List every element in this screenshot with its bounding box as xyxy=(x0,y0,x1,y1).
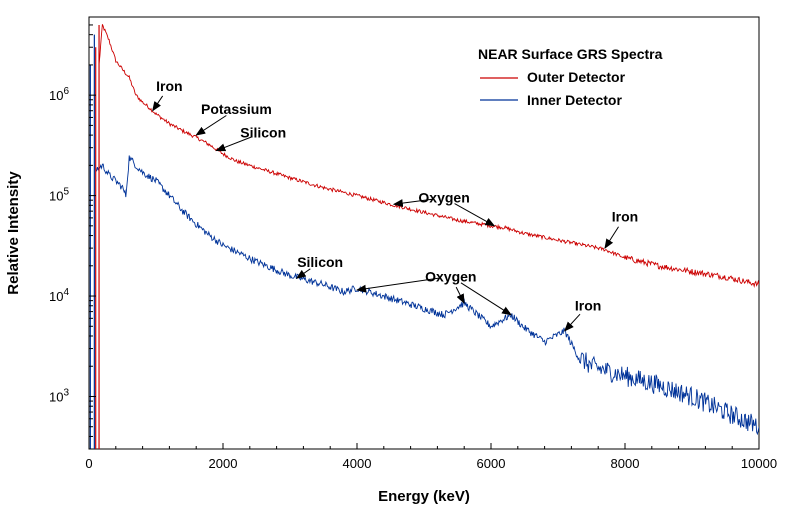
annotation-arrow xyxy=(392,198,433,208)
annotation-arrow xyxy=(295,268,311,279)
y-tick-label: 106 xyxy=(49,86,69,103)
y-tick-label: 105 xyxy=(49,187,69,204)
x-axis-title: Energy (keV) xyxy=(378,488,470,505)
annotation-label: Iron xyxy=(612,209,638,225)
annotation-arrow xyxy=(356,277,439,293)
annotation-arrow xyxy=(564,313,581,332)
annotation-label: Silicon xyxy=(297,254,343,270)
plot-area xyxy=(88,16,760,450)
legend-label-outer: Outer Detector xyxy=(527,69,626,85)
y-tick-label: 104 xyxy=(49,287,69,304)
annotation-label: Iron xyxy=(156,78,182,94)
annotation-arrow xyxy=(215,136,253,152)
series-layer xyxy=(89,24,759,449)
x-tick-label: 10000 xyxy=(741,456,777,471)
annotation-arrow xyxy=(604,226,619,249)
legend-title: NEAR Surface GRS Spectra xyxy=(478,46,663,62)
annotation-arrow xyxy=(460,282,512,316)
annotation-label: Iron xyxy=(575,297,601,313)
x-tick-label: 4000 xyxy=(343,456,372,471)
annotation-arrow xyxy=(195,115,227,136)
series-line-1 xyxy=(95,155,759,436)
x-tick-label: 0 xyxy=(85,456,92,471)
y-tick-label: 103 xyxy=(49,387,69,404)
annotation-arrow xyxy=(454,203,496,227)
legend-label-inner: Inner Detector xyxy=(527,92,622,108)
x-tick-label: 2000 xyxy=(209,456,238,471)
y-axis: 103 104 105 106 xyxy=(49,16,96,450)
x-tick-label: 8000 xyxy=(611,456,640,471)
x-tick-label: 6000 xyxy=(477,456,506,471)
annotation-label: Silicon xyxy=(240,124,286,140)
annotation-arrow xyxy=(152,95,164,112)
y-axis-title: Relative Intensity xyxy=(5,171,22,295)
annotations: Iron Potassium Silicon Oxygen Iron Silicon Oxy… xyxy=(152,78,638,332)
annotation-label: Oxygen xyxy=(418,190,469,206)
series-line-0 xyxy=(98,24,759,288)
annotation-label: Potassium xyxy=(201,101,272,117)
x-axis: 0 2000 4000 6000 8000 10000 xyxy=(85,443,777,471)
annotation-arrow xyxy=(455,286,465,305)
annotation-label: Oxygen xyxy=(425,268,476,284)
legend: NEAR Surface GRS Spectra Outer Detector … xyxy=(478,46,663,108)
